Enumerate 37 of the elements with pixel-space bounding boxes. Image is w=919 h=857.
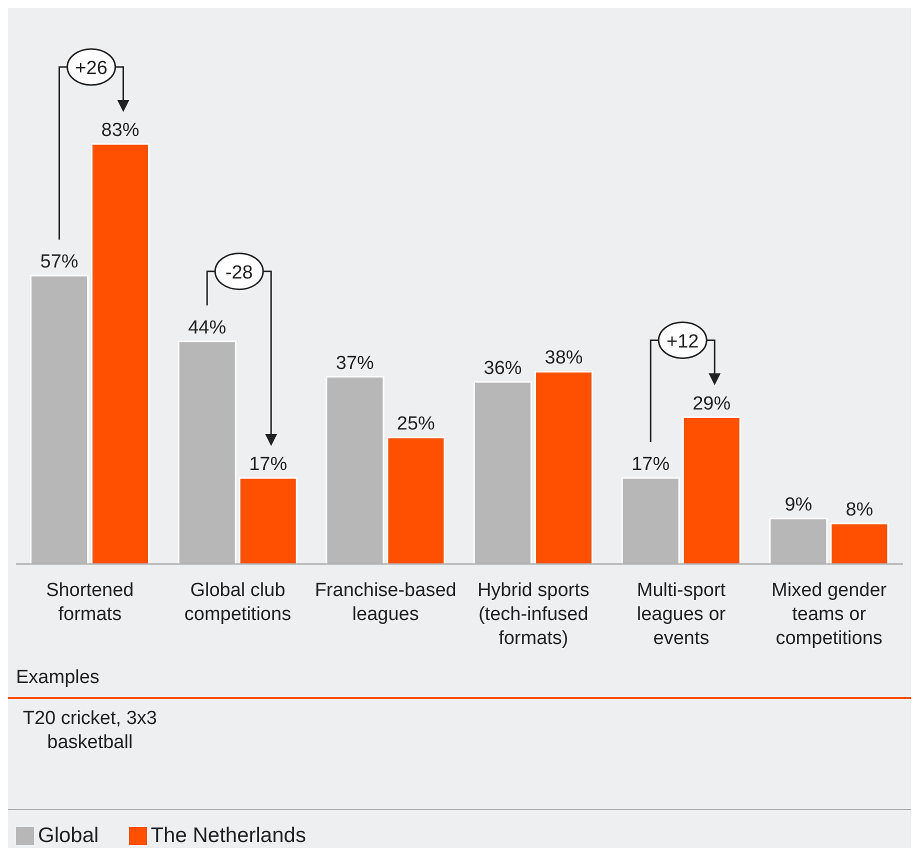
data-label: 9%	[784, 494, 812, 516]
bar	[621, 477, 680, 565]
bar	[238, 477, 298, 565]
data-label: 25%	[396, 413, 436, 434]
bar	[830, 522, 889, 565]
data-label: 38%	[544, 348, 583, 369]
bar	[534, 370, 594, 565]
legend-label: The Netherlands	[150, 824, 306, 847]
text: +26	[75, 58, 108, 79]
annotation: +12	[666, 331, 699, 352]
bar	[474, 381, 532, 565]
bar	[682, 416, 741, 565]
data-label: 37%	[336, 352, 374, 374]
data-label: 17%	[249, 454, 288, 475]
legend-label: Global	[38, 824, 99, 847]
bar	[178, 340, 236, 565]
bar	[769, 518, 828, 565]
x-tick-label: Franchise-based leagues	[314, 580, 456, 625]
x-tick-label: Mixed gender teams or competitions	[772, 580, 888, 649]
annotation: -28	[225, 262, 253, 284]
bar	[91, 143, 150, 565]
bar	[326, 376, 384, 565]
bar	[386, 436, 446, 565]
data-label: 83%	[101, 120, 140, 141]
x-tick-label: Multi-sport leagues or events	[636, 580, 726, 649]
x-tick-label: Global club competitions	[184, 580, 292, 625]
data-label: 8%	[846, 500, 874, 521]
data-label: 17%	[632, 454, 670, 475]
data-label: 44%	[188, 317, 226, 338]
data-label: 57%	[40, 252, 78, 273]
x-tick-label: Hybrid sports (tech-infused formats)	[477, 580, 590, 649]
bar	[30, 274, 89, 565]
x-tick-label: Shortened formats	[46, 580, 134, 625]
data-label: 29%	[692, 393, 731, 414]
text: T20 cricket, 3x3 basketball	[22, 707, 158, 755]
data-label: 36%	[484, 358, 522, 379]
text: Examples	[15, 666, 100, 690]
